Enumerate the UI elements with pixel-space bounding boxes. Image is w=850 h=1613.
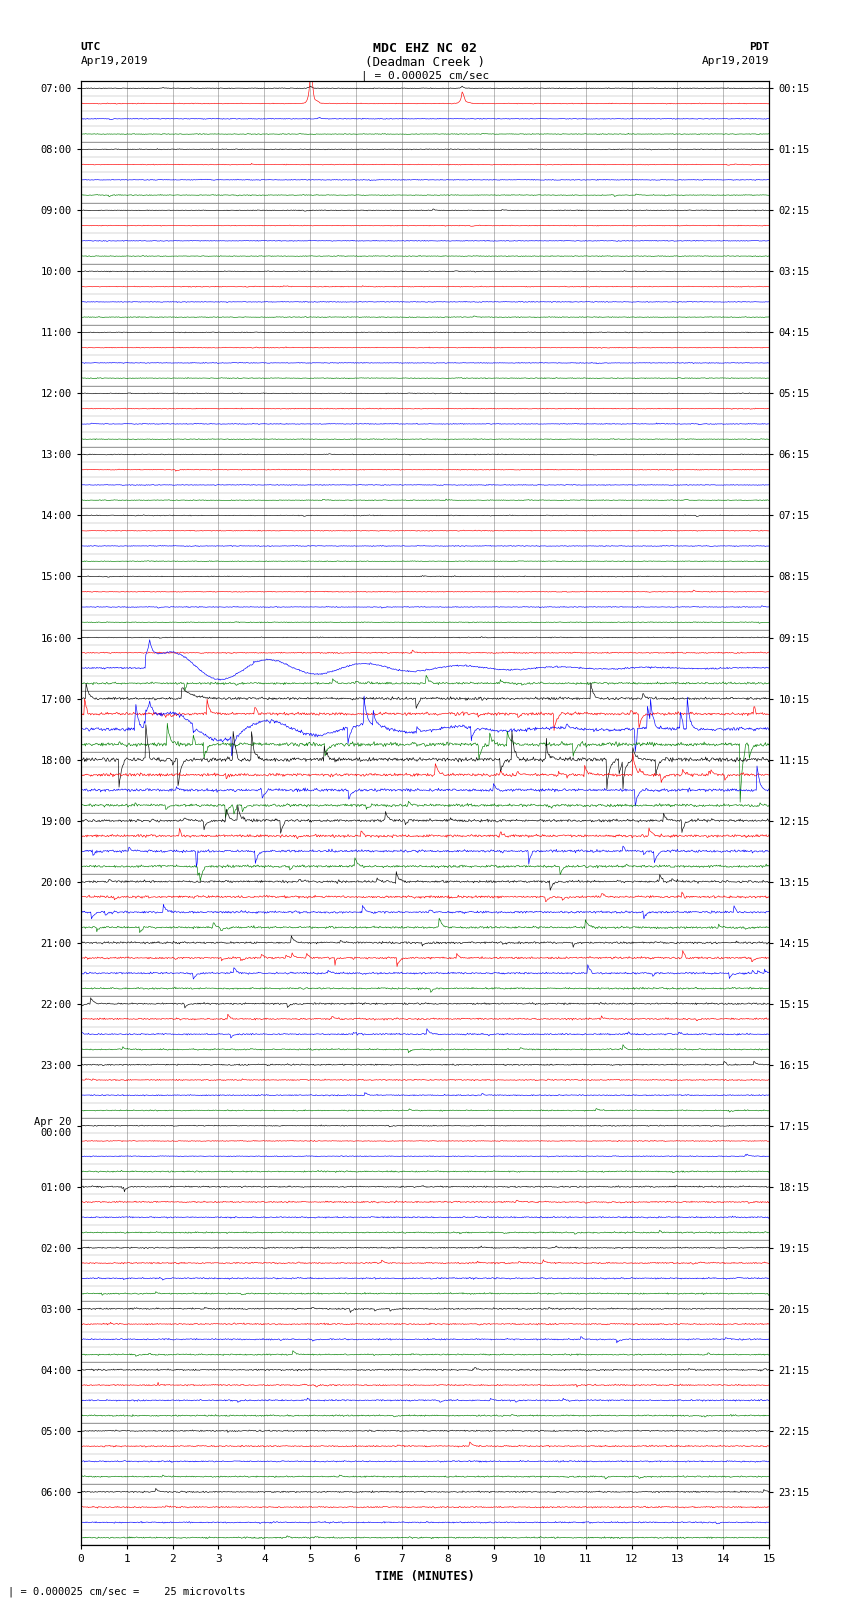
X-axis label: TIME (MINUTES): TIME (MINUTES) [375,1569,475,1582]
Text: UTC: UTC [81,42,101,52]
Text: PDT: PDT [749,42,769,52]
Text: | = 0.000025 cm/sec =    25 microvolts: | = 0.000025 cm/sec = 25 microvolts [8,1586,246,1597]
Text: Apr19,2019: Apr19,2019 [702,56,769,66]
Text: (Deadman Creek ): (Deadman Creek ) [365,56,485,69]
Text: Apr19,2019: Apr19,2019 [81,56,148,66]
Text: | = 0.000025 cm/sec: | = 0.000025 cm/sec [361,71,489,82]
Text: MDC EHZ NC 02: MDC EHZ NC 02 [373,42,477,55]
